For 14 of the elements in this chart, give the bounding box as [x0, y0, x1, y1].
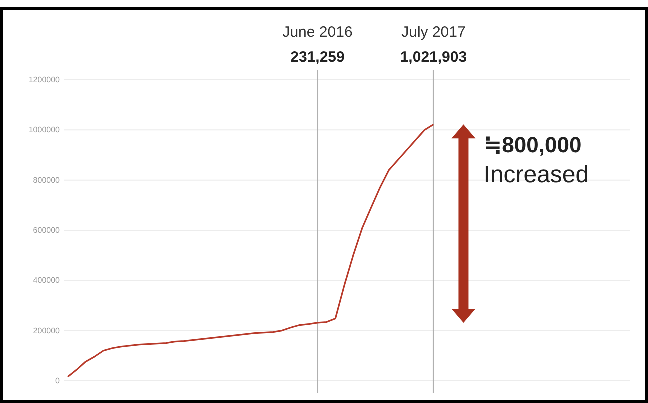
annotation: ≒800,000 — [484, 132, 582, 158]
text: 231,259 — [290, 49, 345, 66]
x-tick-label: July 2017 — [402, 24, 466, 41]
y-tick-label: 0 — [56, 376, 61, 386]
y-tick-label: 800000 — [33, 176, 61, 185]
y-tick-label: 1000000 — [28, 126, 61, 135]
x-tick-label: June 2016 — [282, 24, 353, 41]
y-tick-label: 600000 — [33, 226, 61, 236]
annotation: Increased — [484, 162, 590, 189]
text: 1,021,903 — [400, 49, 468, 66]
y-tick-label: 1200000 — [28, 76, 61, 85]
y-tick-label: 200000 — [33, 326, 61, 336]
y-tick-label: 400000 — [33, 276, 61, 286]
line-series — [67, 124, 435, 378]
